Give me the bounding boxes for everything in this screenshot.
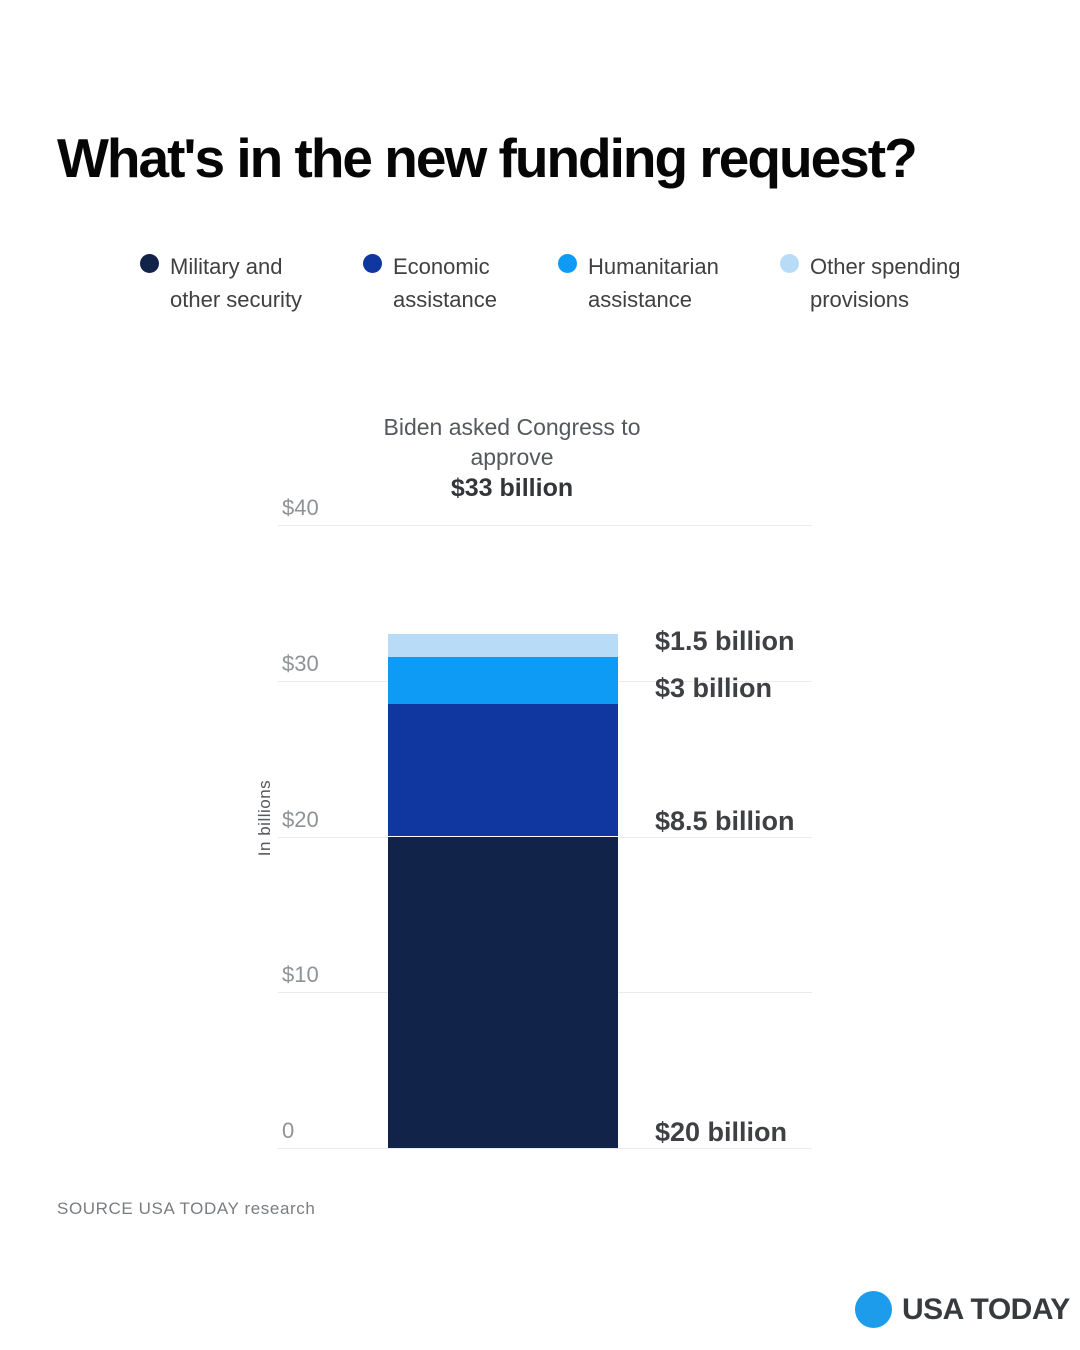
legend-item-label: Economic assistance bbox=[393, 254, 497, 312]
legend-item: Other spending provisions bbox=[780, 250, 960, 316]
chart-title-total: $33 billion bbox=[450, 474, 574, 502]
chart-legend: Military and other security Economic assist… bbox=[0, 250, 1080, 330]
chart-annotation-title: Biden asked Congress to approve $33 billio… bbox=[384, 412, 641, 504]
usa-today-logo: USA TODAY bbox=[855, 1291, 1070, 1328]
legend-item: Humanitarian assistance bbox=[558, 250, 719, 316]
usa-today-wordmark: USA TODAY bbox=[902, 1292, 1070, 1326]
legend-item-label: Humanitarian assistance bbox=[588, 254, 719, 312]
chart-title-line: approve bbox=[470, 444, 554, 470]
legend-swatch-icon bbox=[558, 254, 577, 273]
bar-segment bbox=[388, 657, 618, 705]
page-title: What's in the new funding request? bbox=[57, 127, 918, 189]
source-note: SOURCE USA TODAY research bbox=[57, 1199, 316, 1218]
legend-item-label: Military and other security bbox=[170, 254, 303, 312]
bar-segment bbox=[388, 836, 618, 1148]
bar-segment bbox=[388, 634, 618, 658]
y-axis-label: In billions bbox=[255, 779, 274, 857]
segment-value-label: $8.5 billion bbox=[655, 805, 795, 836]
segment-value-label: $3 billion bbox=[655, 673, 773, 704]
legend-item: Military and other security bbox=[140, 250, 302, 316]
legend-swatch-icon bbox=[140, 254, 159, 273]
y-tick-label: $40 bbox=[282, 495, 319, 520]
bar-segment bbox=[388, 704, 618, 837]
chart-title-line: Biden asked Congress to bbox=[383, 414, 641, 440]
usa-today-circle-icon bbox=[855, 1291, 892, 1328]
segment-value-label: $20 billion bbox=[655, 1117, 788, 1147]
y-tick-label: $20 bbox=[282, 806, 319, 832]
gridline bbox=[278, 1148, 812, 1149]
legend-swatch-icon bbox=[780, 254, 799, 273]
y-tick-label: 0 bbox=[282, 1118, 295, 1143]
y-tick-label: $30 bbox=[282, 650, 319, 676]
segment-value-label: $1.5 billion bbox=[655, 626, 795, 657]
legend-swatch-icon bbox=[363, 254, 382, 273]
gridline bbox=[278, 525, 812, 526]
legend-item: Economic assistance bbox=[363, 250, 497, 316]
y-tick-label: $10 bbox=[282, 962, 319, 988]
legend-item-label: Other spending provisions bbox=[810, 254, 961, 312]
